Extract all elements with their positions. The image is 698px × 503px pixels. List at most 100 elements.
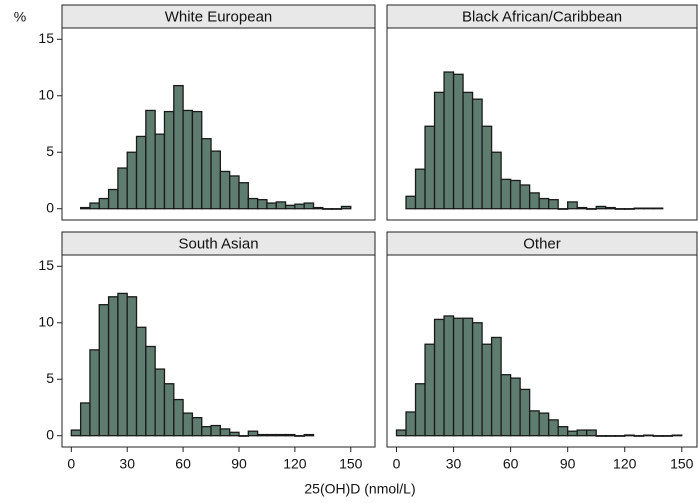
x-tick-label: 150: [339, 456, 363, 472]
bar: [605, 435, 616, 437]
bar: [452, 73, 464, 210]
bar: [576, 206, 588, 210]
bar: [89, 349, 100, 437]
panel-title: Black African/Caribbean: [462, 8, 622, 25]
bar: [219, 170, 231, 210]
bar: [247, 197, 259, 210]
bar: [481, 125, 493, 210]
bar: [624, 434, 635, 437]
y-tick-label: 15: [38, 30, 54, 46]
bar: [614, 208, 626, 210]
bar: [652, 435, 664, 437]
bar: [135, 326, 147, 437]
bar: [405, 411, 417, 437]
bar: [557, 426, 569, 437]
bar: [219, 428, 231, 437]
bar: [163, 110, 175, 210]
bar: [266, 202, 277, 210]
bar: [256, 199, 268, 210]
bar: [509, 377, 521, 437]
bar: [182, 109, 194, 210]
plot-frame: [386, 254, 698, 448]
y-tick-label: 10: [38, 86, 54, 102]
bar: [322, 208, 333, 210]
bar: [586, 208, 597, 210]
x-tick-label: 60: [175, 456, 191, 472]
bar: [70, 429, 82, 437]
bar: [210, 150, 222, 210]
bar: [98, 304, 110, 437]
bar: [210, 424, 222, 437]
bar: [163, 383, 175, 437]
bar: [145, 109, 156, 210]
bar: [191, 110, 203, 210]
bar: [154, 368, 166, 437]
bar: [340, 205, 352, 210]
x-tick-label: 120: [613, 456, 637, 472]
bar: [614, 435, 626, 437]
y-axis-label: %: [14, 9, 26, 25]
bar: [424, 343, 436, 437]
bar: [107, 188, 119, 210]
bar: [117, 292, 128, 437]
x-tick-label: 60: [503, 456, 519, 472]
plot-frame: [61, 27, 376, 221]
bar: [79, 402, 91, 437]
bar: [275, 201, 287, 210]
bar: [509, 179, 521, 210]
bar: [126, 296, 138, 437]
bar: [490, 151, 502, 210]
panel-title: Other: [523, 235, 561, 252]
bar: [89, 202, 100, 210]
bar: [548, 199, 559, 210]
bar: [643, 434, 654, 437]
bar: [182, 412, 194, 437]
y-tick-label: 5: [46, 370, 54, 386]
bar: [275, 433, 287, 437]
bar: [586, 429, 597, 437]
bar: [247, 430, 259, 437]
bar: [294, 203, 305, 210]
panel-title: South Asian: [178, 235, 258, 252]
bar: [471, 98, 483, 210]
x-tick-label: 30: [446, 456, 462, 472]
x-axis-label: 25(OH)D (nmol/L): [304, 481, 415, 497]
bar: [117, 167, 128, 210]
bar: [201, 426, 212, 437]
bar: [145, 345, 156, 437]
bar: [414, 383, 426, 437]
bar: [312, 206, 324, 210]
bar: [229, 175, 240, 210]
panel-title: White European: [165, 8, 273, 25]
bar: [462, 317, 474, 437]
bar: [490, 336, 502, 437]
bar: [595, 435, 607, 437]
bar: [443, 315, 455, 437]
bar: [303, 433, 315, 437]
bar: [331, 208, 343, 210]
bar: [576, 429, 588, 437]
plot-frame: [61, 254, 376, 448]
bar: [424, 125, 436, 210]
x-tick-label: 90: [560, 456, 576, 472]
bar: [567, 201, 578, 210]
bar: [519, 184, 531, 210]
bar: [500, 178, 512, 210]
bar: [405, 195, 417, 210]
bar: [173, 398, 184, 437]
plot-frame: [386, 27, 698, 221]
bar: [538, 197, 550, 210]
y-tick-label: 10: [38, 313, 54, 329]
x-tick-label: 0: [67, 456, 75, 472]
bar: [126, 151, 138, 210]
bar: [266, 433, 277, 437]
bar: [173, 84, 184, 210]
bar: [79, 206, 91, 210]
bar: [500, 374, 512, 437]
bar: [284, 204, 296, 210]
bar: [548, 419, 559, 437]
bar: [154, 133, 166, 210]
y-tick-label: 0: [46, 199, 54, 215]
bar: [605, 206, 616, 210]
bar: [238, 182, 249, 210]
